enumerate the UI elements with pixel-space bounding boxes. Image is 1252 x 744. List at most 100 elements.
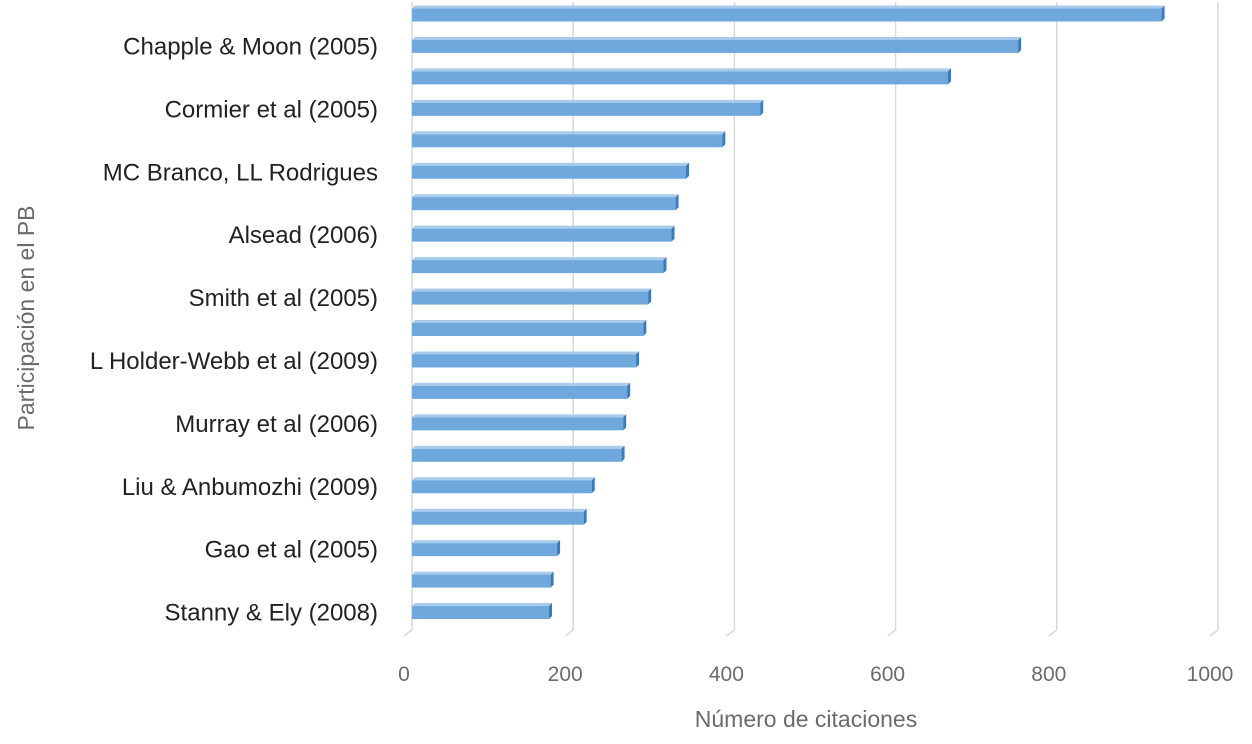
bar-side-face [675, 194, 679, 211]
bar-top-face [412, 571, 554, 575]
bar-side-face [663, 257, 667, 274]
bar-side-face [648, 288, 652, 305]
bar-side-face [722, 131, 726, 148]
bars [412, 5, 1165, 620]
category-label: Murray et al (2006) [175, 411, 378, 438]
bar-side-face [1161, 5, 1165, 22]
gridline-floor-200 [564, 629, 574, 637]
bar-front-face [412, 606, 550, 620]
bar-front-face [412, 197, 676, 211]
x-tick-label: 400 [709, 663, 744, 686]
category-label: Alsead (2006) [229, 222, 378, 249]
gridline-floor-600 [887, 629, 897, 637]
bar-front-face [412, 417, 624, 431]
bar-top-face [412, 288, 652, 292]
category-label: Stanny & Ely (2008) [165, 600, 378, 627]
bar-side-face [947, 68, 951, 85]
x-axis-title: Número de citaciones [695, 706, 917, 732]
bar [412, 288, 652, 305]
x-tick-label: 0 [398, 663, 410, 686]
bar-top-face [412, 508, 587, 512]
bar-front-face [412, 102, 761, 116]
bar-top-face [412, 351, 640, 355]
bar [412, 540, 561, 557]
bar-side-face [583, 508, 587, 525]
bar-front-face [412, 291, 649, 305]
bar [412, 131, 726, 148]
bar [412, 414, 627, 431]
bar-front-face [412, 228, 672, 242]
bar-front-face [412, 134, 723, 148]
category-label: MC Branco, LL Rodrigues [103, 159, 378, 186]
bar-front-face [412, 354, 637, 368]
bar [412, 5, 1165, 22]
bar-top-face [412, 99, 764, 103]
bar-side-face [760, 99, 764, 116]
bar-side-face [623, 414, 627, 431]
bar-side-face [643, 320, 647, 336]
gridline-floor-1000 [1209, 629, 1219, 637]
bar-top-face [412, 131, 726, 135]
bar [412, 162, 690, 179]
bar-top-face [412, 194, 679, 198]
x-tick-label: 600 [870, 663, 905, 686]
bar-side-face [550, 571, 554, 588]
bar [412, 257, 667, 274]
bar-top-face [412, 603, 553, 607]
bar-front-face [412, 39, 1019, 53]
bar-side-face [636, 351, 640, 368]
bar-side-face [671, 225, 675, 242]
bar-front-face [412, 323, 644, 336]
bar-front-face [412, 260, 664, 274]
x-tick-label: 200 [548, 663, 583, 686]
bar-front-face [412, 511, 584, 525]
bar [412, 99, 764, 116]
bar-front-face [412, 71, 948, 85]
category-label: L Holder-Webb et al (2009) [90, 348, 378, 375]
bar-front-face [412, 480, 592, 494]
bar-side-face [627, 382, 631, 399]
category-label: Chapple & Moon (2005) [123, 33, 378, 60]
bar [412, 68, 951, 85]
bar-top-face [412, 5, 1165, 9]
bar-side-face [549, 603, 553, 620]
bar [412, 225, 675, 242]
bar [412, 382, 631, 399]
bar [412, 320, 647, 336]
bar-top-face [412, 445, 625, 449]
gridline-floor-800 [1048, 629, 1058, 637]
bar-side-face [557, 540, 561, 557]
bar-top-face [412, 257, 667, 261]
bar [412, 351, 640, 368]
bar-top-face [412, 162, 690, 166]
bar-top-face [412, 68, 951, 72]
bar-side-face [621, 445, 625, 462]
x-tick-label: 800 [1031, 663, 1066, 686]
x-tick-label: 1000 [1187, 663, 1234, 686]
bar-side-face [591, 477, 595, 494]
bar-front-face [412, 165, 687, 179]
bar-top-face [412, 540, 561, 544]
bar [412, 571, 554, 588]
bar-top-face [412, 320, 647, 323]
y-axis-title: Participación en el PB [13, 205, 39, 430]
bar [412, 508, 587, 525]
bar-side-face [1018, 36, 1022, 53]
bar-front-face [412, 574, 551, 588]
bar-front-face [412, 543, 558, 557]
bar-front-face [412, 448, 622, 462]
bar-top-face [412, 477, 595, 481]
bar [412, 36, 1022, 53]
x-tick-labels: 0 200 400 600 800 1000 [398, 663, 1233, 686]
bar-front-face [412, 385, 628, 399]
category-label: Smith et al (2005) [189, 285, 378, 312]
category-label: Gao et al (2005) [205, 537, 378, 564]
bar-front-face [412, 8, 1162, 22]
gridline-floor-400 [725, 629, 735, 637]
bar-top-face [412, 36, 1022, 40]
bar-top-face [412, 225, 675, 229]
bar [412, 603, 553, 620]
bar [412, 194, 679, 211]
bar [412, 445, 625, 462]
